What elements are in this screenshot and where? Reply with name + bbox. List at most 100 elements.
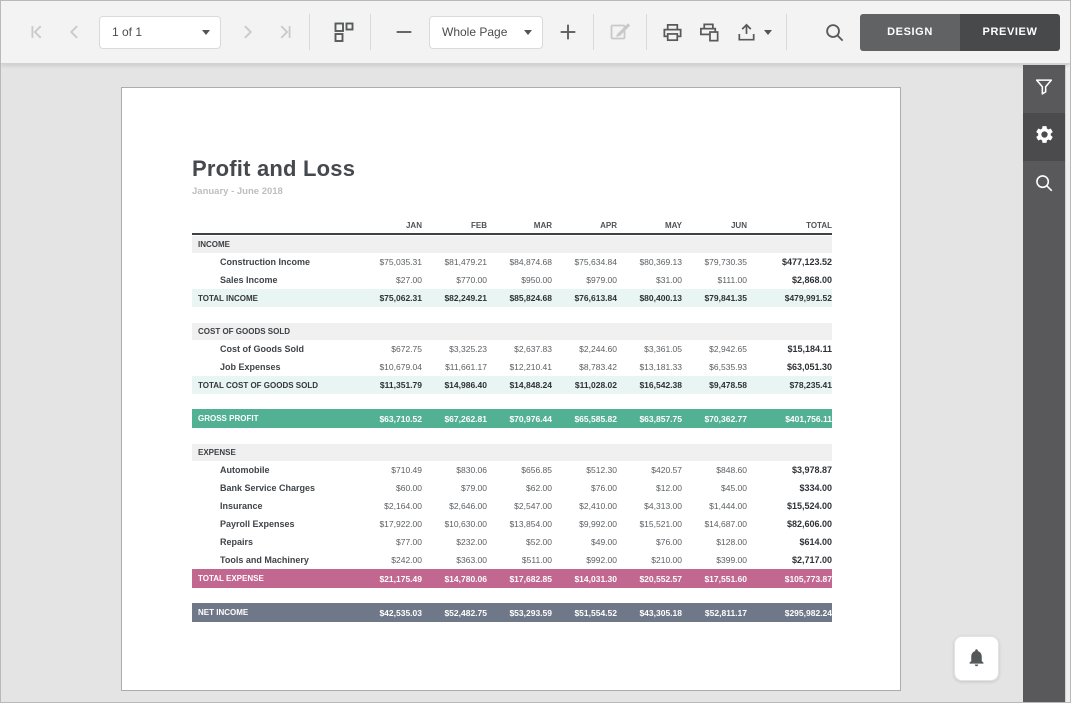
- sidebar-search-button[interactable]: [1023, 161, 1065, 209]
- row-value: $79,841.35: [704, 293, 747, 303]
- row-value: $45.00: [721, 483, 747, 493]
- row-label: Sales Income: [220, 275, 278, 285]
- row-value: $511.00: [521, 555, 552, 565]
- table-row: TOTAL INCOME $75,062.31 $82,249.21 $85,824.…: [192, 289, 832, 307]
- row-value: $81,479.21: [444, 257, 487, 267]
- row-value: $672.75: [391, 344, 422, 354]
- table-row: Sales Income $27.00 $770.00 $950.00 $979.00 $…: [192, 271, 832, 289]
- row-value: $15,521.00: [639, 519, 682, 529]
- preview-tab[interactable]: PREVIEW: [960, 13, 1060, 51]
- report-title: Profit and Loss: [192, 156, 356, 181]
- page-indicator-value: 1 of 1: [112, 25, 143, 39]
- design-tab[interactable]: DESIGN: [860, 13, 960, 51]
- notifications-button[interactable]: [954, 636, 999, 681]
- row-value: $710.49: [391, 465, 422, 475]
- row-value: $13,181.33: [639, 362, 682, 372]
- row-label: Construction Income: [220, 257, 311, 267]
- row-value: $27.00: [396, 275, 422, 285]
- row-label: TOTAL INCOME: [198, 293, 258, 303]
- row-label: Bank Service Charges: [220, 483, 316, 493]
- next-page-button[interactable]: [235, 20, 259, 44]
- row-value: $656.85: [521, 465, 552, 475]
- row-value: $2,244.60: [579, 344, 617, 354]
- page-indicator-select[interactable]: 1 of 1: [99, 15, 221, 49]
- previous-page-button[interactable]: [63, 20, 87, 44]
- row-label: COST OF GOODS SOLD: [198, 327, 291, 336]
- row-value: $1,444.00: [709, 501, 747, 511]
- thumbnails-button[interactable]: [330, 18, 358, 46]
- row-value: $62.00: [526, 483, 552, 493]
- row-value: $52,811.17: [704, 607, 747, 618]
- row-value: $52,482.75: [444, 607, 487, 618]
- row-value: $2,868.00: [791, 275, 832, 285]
- zoom-mode-select[interactable]: Whole Page: [429, 15, 543, 49]
- row-value: $4,313.00: [644, 501, 682, 511]
- table-row: Tools and Machinery $242.00 $363.00 $511.00…: [192, 551, 832, 569]
- row-value: $75,035.31: [379, 257, 422, 267]
- export-button[interactable]: [733, 19, 774, 46]
- row-value: $992.00: [586, 555, 617, 565]
- column-header: FEB: [471, 221, 487, 230]
- last-page-button[interactable]: [273, 20, 297, 44]
- table-row: Bank Service Charges $60.00 $79.00 $62.00 $7…: [192, 479, 832, 497]
- row-value: $85,824.68: [509, 293, 552, 303]
- row-value: $82,606.00: [786, 519, 832, 529]
- row-label: TOTAL EXPENSE: [198, 574, 264, 583]
- table-row: [192, 394, 832, 409]
- right-sidebar: [1023, 65, 1065, 702]
- table-row: Repairs $77.00 $232.00 $52.00 $49.00 $76.00 $1…: [192, 533, 832, 551]
- table-row: Automobile $710.49 $830.06 $656.85 $512.30 $4…: [192, 461, 832, 479]
- toolbar-divider: [370, 14, 371, 50]
- table-row: TOTAL EXPENSE $21,175.49 $14,780.06 $17,682…: [192, 569, 832, 588]
- edit-icon: [608, 20, 632, 44]
- sidebar-filter-button[interactable]: [1023, 65, 1065, 113]
- row-value: $17,551.60: [704, 573, 747, 584]
- table-row: [192, 428, 832, 443]
- toolbar-divider: [646, 14, 647, 50]
- row-value: $9,478.58: [709, 380, 747, 390]
- table-row: [192, 588, 832, 603]
- toolbar-divider: [786, 14, 787, 50]
- search-button[interactable]: [821, 19, 848, 46]
- vertical-scrollbar[interactable]: [1065, 65, 1070, 702]
- row-value: $232.00: [456, 537, 487, 547]
- row-value: $16,542.38: [639, 380, 682, 390]
- print-button[interactable]: [659, 19, 686, 46]
- table-row: Job Expenses $10,679.04 $11,661.17 $12,210.…: [192, 358, 832, 376]
- row-label: Automobile: [220, 465, 270, 475]
- row-value: $49.00: [591, 537, 617, 547]
- thumbnails-icon: [332, 20, 356, 44]
- row-value: $60.00: [396, 483, 422, 493]
- filter-icon: [1033, 76, 1055, 103]
- column-header: TOTAL: [806, 221, 832, 230]
- table-row: Insurance $2,164.00 $2,646.00 $2,547.00 $2,4…: [192, 497, 832, 515]
- bell-icon: [966, 647, 987, 671]
- row-value: $17,922.00: [379, 519, 422, 529]
- zoom-in-button[interactable]: [555, 19, 581, 45]
- row-value: $3,361.05: [644, 344, 682, 354]
- table-row: NET INCOME $42,535.03 $52,482.75 $53,293.59…: [192, 603, 832, 622]
- edit-button[interactable]: [606, 18, 634, 46]
- row-value: $70,976.44: [509, 413, 552, 424]
- first-page-button[interactable]: [25, 20, 49, 44]
- sidebar-settings-button[interactable]: [1023, 113, 1065, 161]
- row-value: $20,552.57: [639, 573, 682, 584]
- first-page-icon: [27, 22, 47, 42]
- row-value: $21,175.49: [379, 573, 422, 584]
- row-value: $2,547.00: [514, 501, 552, 511]
- row-value: $2,410.00: [579, 501, 617, 511]
- row-value: $770.00: [456, 275, 487, 285]
- row-value: $105,773.87: [784, 573, 832, 584]
- row-value: $14,780.06: [444, 573, 487, 584]
- print-preview-button[interactable]: [696, 19, 723, 46]
- row-label: Payroll Expenses: [220, 519, 295, 529]
- zoom-mode-value: Whole Page: [442, 25, 508, 39]
- row-value: $11,351.79: [379, 380, 422, 390]
- view-mode-toggle: DESIGN PREVIEW: [860, 13, 1060, 51]
- zoom-out-button[interactable]: [391, 19, 417, 45]
- report-subtitle: January - June 2018: [192, 186, 283, 197]
- table-row: COST OF GOODS SOLD: [192, 323, 832, 340]
- row-value: $830.06: [456, 465, 487, 475]
- toolbar-divider: [309, 14, 310, 50]
